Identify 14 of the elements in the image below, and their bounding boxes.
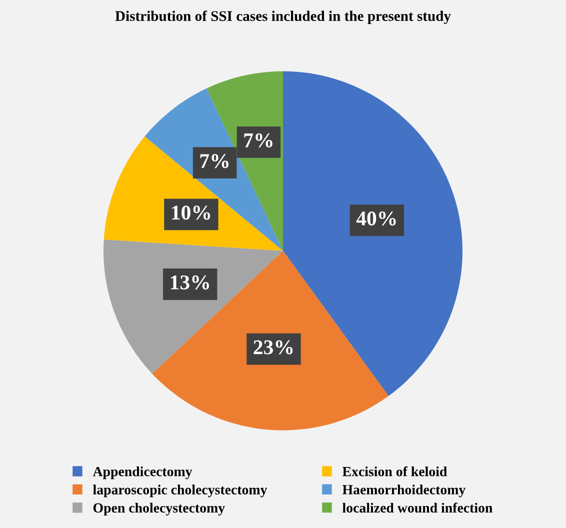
- data-label: 7%: [244, 133, 272, 148]
- data-label: 7%: [200, 154, 228, 168]
- pie-slice: [152, 250, 389, 430]
- legend-label: laparoscopic cholecystectomy: [93, 484, 268, 498]
- legend-label: Appendicectomy: [92, 466, 192, 480]
- legend-label: Haemorrhoidectomy: [342, 484, 466, 498]
- data-label: 23%: [254, 340, 293, 354]
- legend-label: Open cholecystectomy: [93, 502, 225, 516]
- legend-label: localized wound infection: [342, 502, 492, 513]
- data-label: 40%: [356, 211, 396, 226]
- data-label: 13%: [170, 275, 209, 290]
- legend-label: Excision of keloid: [342, 466, 448, 476]
- chart-title: Distribution of SSI cases included in the present study: [115, 10, 451, 24]
- data-label: 10%: [172, 206, 210, 220]
